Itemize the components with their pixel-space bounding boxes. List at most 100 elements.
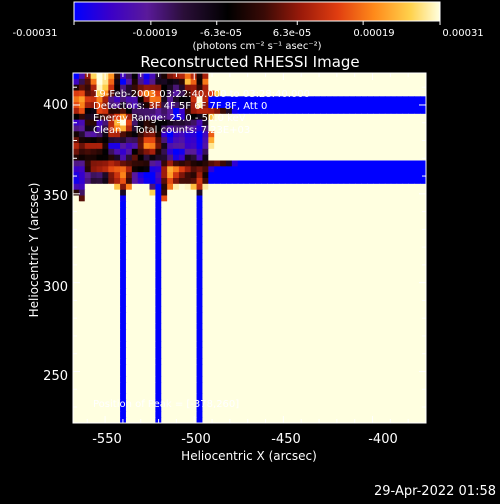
heatmap-cell [173,154,180,162]
heatmap-cell [220,195,227,202]
heatmap-cell [214,154,221,162]
heatmap-cell [296,265,304,272]
heatmap-cell [120,347,127,354]
heatmap-cell [190,143,198,150]
heatmap-cell [202,248,209,255]
heatmap-cell [284,288,292,296]
heatmap-cell [390,78,398,86]
heatmap-cell [125,230,133,237]
heatmap-cell [184,393,192,401]
heatmap-cell [402,73,409,80]
heatmap-cell [196,370,204,377]
heatmap-cell [137,183,145,191]
heatmap-cell [302,207,309,214]
heatmap-cell [408,329,415,337]
heatmap-cell [296,73,304,80]
heatmap-cell [414,323,421,331]
heatmap-cell [402,393,409,401]
heatmap-cell [143,102,151,109]
heatmap-cell [161,224,168,232]
heatmap-cell [143,160,151,167]
heatmap-cell [255,195,262,202]
heatmap-cell [296,148,304,156]
heatmap-cell [361,347,368,354]
heatmap-cell [249,288,256,296]
heatmap-cell [78,166,86,173]
heatmap-cell [249,218,256,226]
heatmap-cell [420,347,426,354]
heatmap-cell [84,265,92,272]
heatmap-cell [78,108,86,115]
heatmap-cell [314,137,321,144]
heatmap-cell [331,189,339,197]
heatmap-cell [249,102,256,109]
heatmap-cell [384,288,392,296]
heatmap-cell [290,388,298,395]
heatmap-cell [284,189,292,197]
heatmap-cell [384,166,392,173]
heatmap-cell [237,347,245,354]
heatmap-cell [125,102,133,109]
heatmap-cell [255,405,262,412]
heatmap-cell [325,306,333,313]
heatmap-cell [114,102,121,109]
heatmap-cell [143,335,151,342]
heatmap-cell [325,417,333,423]
heatmap-cell [278,230,286,237]
heatmap-cell [408,318,415,325]
heatmap-cell [390,178,398,185]
heatmap-cell [114,288,121,296]
heatmap-cell [302,364,309,372]
heatmap-cell [261,143,268,150]
heatmap-cell [408,347,415,354]
heatmap-cell [408,230,415,237]
heatmap-cell [373,312,380,319]
heatmap-cell [184,73,192,80]
heatmap-cell [243,183,251,191]
heatmap-cell [296,125,304,132]
heatmap-cell [273,306,280,313]
heatmap-cell [267,382,274,389]
heatmap-cell [284,207,292,214]
heatmap-cell [302,213,309,220]
heatmap-cell [396,224,404,232]
heatmap-cell [137,148,145,156]
heatmap-cell [290,341,298,348]
heatmap-cell [255,113,262,121]
heatmap-cell [414,73,421,80]
heatmap-cell [278,113,286,121]
heatmap-cell [231,393,239,401]
heatmap-cell [102,166,109,173]
heatmap-cell [202,242,209,249]
heatmap-cell [273,73,280,80]
heatmap-cell [284,259,292,267]
heatmap-cell [208,329,215,337]
heatmap-cell [331,364,339,372]
heatmap-cell [208,125,215,132]
heatmap-cell [178,160,186,167]
heatmap-cell [296,388,304,395]
heatmap-cell [125,137,133,144]
heatmap-cell [278,376,286,383]
heatmap-cell [249,113,256,121]
heatmap-cell [84,306,92,313]
heatmap-cell [220,376,227,383]
heatmap-cell [367,318,374,325]
heatmap-cell [184,253,192,261]
heatmap-cell [125,288,133,296]
heatmap-cell [331,207,339,214]
heatmap-cell [249,306,256,313]
heatmap-cell [220,283,227,290]
heatmap-cell [267,288,274,296]
heatmap-cell [249,195,256,202]
heatmap-cell [114,347,121,354]
heatmap-cell [155,364,162,372]
heatmap-cell [143,288,151,296]
heatmap-cell [402,148,409,156]
heatmap-cell [161,73,168,80]
heatmap-cell [208,213,215,220]
heatmap-cell [261,90,268,97]
heatmap-cell [278,154,286,162]
heatmap-cell [420,131,426,138]
heatmap-cell [420,178,426,185]
